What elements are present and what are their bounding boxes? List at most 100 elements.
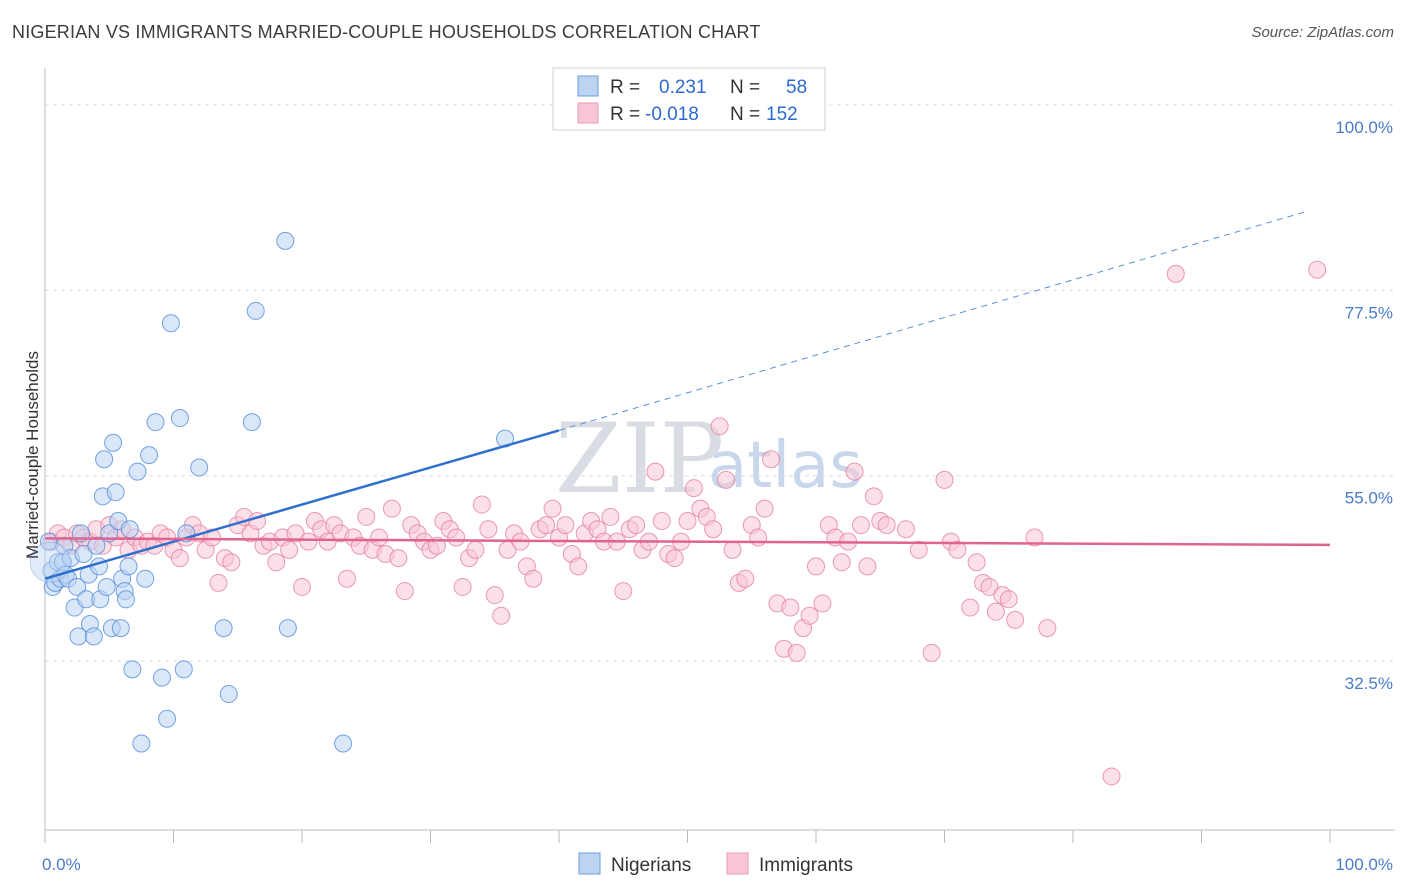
legend-n-value-2: 152	[766, 104, 798, 125]
legend-r-label-2: R =	[610, 104, 640, 125]
legend-swatch-nigerians	[577, 75, 599, 97]
immigrants-point-63	[447, 528, 466, 547]
immigrants-point-149	[1308, 260, 1327, 279]
legend-n-label-2: N =	[730, 104, 760, 125]
immigrants-point-43	[318, 532, 337, 551]
immigrants-point-148	[1166, 264, 1185, 283]
immigrants-point-126	[851, 516, 870, 535]
legend-swatch-immigrants	[577, 102, 599, 124]
bottom-legend-swatch-immigrants	[726, 852, 749, 875]
nigerians-point-31	[111, 619, 130, 638]
immigrants-point-77	[537, 516, 556, 535]
immigrants-point-28	[222, 553, 241, 572]
nigerians-point-38	[128, 462, 147, 481]
nigerians-point-50	[214, 619, 233, 638]
nigerians-trend-line	[44, 429, 560, 580]
immigrants-point-145	[1025, 528, 1044, 547]
y-tick-label-2: 77.5%	[1345, 303, 1393, 322]
immigrants-point-80	[556, 516, 575, 535]
immigrants-point-39	[293, 577, 311, 596]
immigrants-point-64	[453, 577, 472, 596]
immigrants-point-46	[337, 569, 356, 588]
source-label: Source: ZipAtlas.com	[1251, 24, 1394, 41]
immigrants-point-115	[781, 598, 800, 617]
immigrants-point-54	[389, 549, 408, 568]
immigrants-point-123	[832, 553, 851, 572]
nigerians-point-28	[104, 433, 123, 452]
immigrants-point-118	[800, 606, 819, 625]
immigrants-trend-line	[44, 537, 1331, 547]
immigrants-point-55	[395, 582, 414, 601]
y-tick-labels: 32.5% 55.0% 77.5% 100.0%	[1335, 118, 1393, 693]
y-tick-label-0: 32.5%	[1345, 674, 1393, 693]
immigrants-point-127	[858, 557, 877, 576]
legend-r-value-2: -0.018	[645, 104, 699, 125]
nigerians-point-51	[219, 685, 238, 704]
immigrants-point-112	[762, 450, 781, 469]
correlation-legend: R = 0.231 N = 58 R = -0.018 N = 152	[552, 67, 826, 131]
x-tick-label-1: 100.0%	[1335, 855, 1393, 874]
immigrants-point-40	[299, 532, 318, 551]
bottom-legend-label-nigerians: Nigerians	[611, 855, 691, 876]
watermark-atlas: atlas	[708, 429, 863, 503]
nigerians-point-43	[152, 668, 171, 687]
immigrants-point-136	[948, 540, 967, 559]
y-axis-label: Married-couple Households	[23, 351, 42, 559]
nigerians-point-36	[120, 520, 139, 539]
bottom-legend-swatch-nigerians	[578, 852, 601, 875]
immigrants-point-133	[922, 643, 941, 662]
immigrants-point-66	[466, 540, 485, 559]
immigrants-point-94	[646, 462, 665, 481]
nigerians-point-55	[278, 619, 297, 638]
immigrants-point-111	[755, 499, 774, 518]
immigrants-point-91	[627, 516, 646, 535]
series-legend: Nigerians Immigrants	[578, 852, 853, 876]
immigrants-point-108	[736, 569, 755, 588]
immigrants-point-68	[479, 520, 498, 539]
nigerians-point-54	[276, 231, 295, 250]
immigrants-point-95	[652, 512, 671, 531]
x-tick-labels: 0.0% 100.0%	[42, 855, 1393, 874]
immigrants-point-78	[543, 499, 562, 518]
immigrants-point-25	[203, 528, 222, 547]
immigrants-point-137	[961, 598, 980, 617]
immigrants-point-120	[813, 594, 832, 613]
nigerians-point-40	[136, 569, 155, 588]
immigrants-point-104	[710, 417, 729, 436]
nigerians-point-49	[190, 458, 209, 477]
immigrants-point-106	[723, 540, 742, 559]
nigerians-point-24	[95, 450, 114, 469]
nigerians-point-45	[161, 314, 180, 333]
immigrants-point-67	[472, 495, 491, 514]
immigrants-points	[42, 260, 1327, 786]
immigrants-point-51	[370, 528, 389, 547]
immigrants-point-125	[845, 462, 864, 481]
nigerians-point-52	[242, 413, 261, 432]
y-tick-label-1: 55.0%	[1345, 489, 1393, 508]
immigrants-point-119	[807, 557, 825, 576]
immigrants-point-116	[787, 643, 806, 662]
immigrants-point-146	[1038, 619, 1057, 638]
bottom-legend-label-immigrants: Immigrants	[759, 855, 853, 876]
nigerians-point-29	[106, 483, 125, 502]
immigrants-point-105	[717, 470, 736, 489]
immigrants-point-35	[267, 553, 286, 572]
nigerians-point-39	[132, 734, 151, 753]
nigerians-point-56	[334, 734, 353, 753]
legend-r-label-1: R =	[610, 77, 640, 98]
immigrants-point-134	[935, 470, 954, 489]
immigrants-point-89	[614, 582, 633, 601]
nigerians-point-46	[170, 409, 189, 428]
immigrants-point-49	[357, 507, 376, 526]
nigerians-point-12	[68, 577, 87, 596]
immigrants-point-130	[877, 516, 896, 535]
axes	[44, 68, 1395, 843]
chart-title: NIGERIAN VS IMMIGRANTS MARRIED-COUPLE HO…	[12, 22, 761, 42]
watermark: ZIP atlas	[555, 403, 863, 515]
immigrants-point-100	[684, 479, 703, 498]
nigerians-point-34	[116, 590, 135, 609]
nigerians-points	[29, 231, 515, 753]
immigrants-point-147	[1102, 767, 1121, 786]
immigrants-point-140	[980, 577, 999, 596]
